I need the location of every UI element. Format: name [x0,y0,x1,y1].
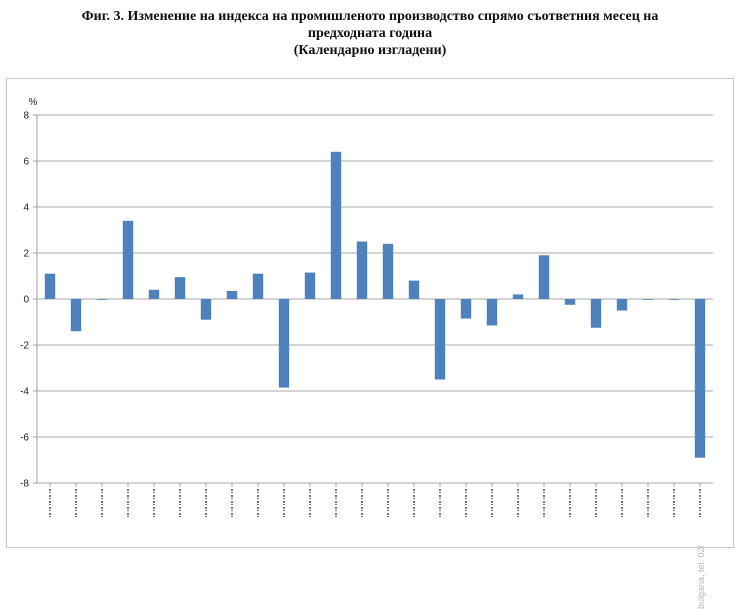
bar [44,273,56,299]
bar [486,299,498,326]
bar [668,299,680,300]
bar [122,220,134,299]
bar [356,241,368,299]
bar [148,289,160,299]
chart-title-line-1: Фиг. 3. Изменение на индекса на промишле… [81,9,659,24]
bar [694,299,706,458]
chart-title: Фиг. 3. Изменение на индекса на промишле… [0,8,740,59]
axes [33,114,701,487]
y-tick-label: -6 [20,433,29,444]
watermark-text: bulgaria, tel. 02/ [696,545,706,609]
bar [512,294,524,299]
bar [408,280,420,299]
y-tick-label: 2 [23,249,29,260]
y-tick-label: -4 [20,387,29,398]
bar [538,255,550,299]
bar [200,299,212,320]
y-tick-label: 8 [23,111,29,122]
y-tick-label: -8 [20,479,29,490]
bar [642,299,654,300]
labels: 8 6 4 2 0 -2 -4 -6 -8% [20,97,701,519]
bar [174,277,186,299]
bar-chart: 8 6 4 2 0 -2 -4 -6 -8% [20,97,713,519]
y-tick-label: 0 [23,295,29,306]
bar [278,299,290,388]
bar [96,299,108,300]
chart-area: 8 6 4 2 0 -2 -4 -6 -8% [6,78,734,548]
y-unit-label: % [29,97,38,108]
bar [226,290,238,299]
bar [330,151,342,299]
bar [616,299,628,311]
bars [44,151,706,458]
bar [590,299,602,328]
gridlines [37,114,713,484]
bar [252,273,264,299]
bar [564,299,576,305]
bar [382,243,394,299]
bar [304,272,316,299]
bar [460,299,472,319]
y-tick-label: 6 [23,157,29,168]
y-tick-label: 4 [23,203,29,214]
bar [70,299,82,332]
chart-title-line-2: предходната година [307,26,433,41]
bar [434,299,446,380]
chart-title-line-3: (Календарно изгладени) [293,43,447,58]
y-tick-label: -2 [20,341,29,352]
